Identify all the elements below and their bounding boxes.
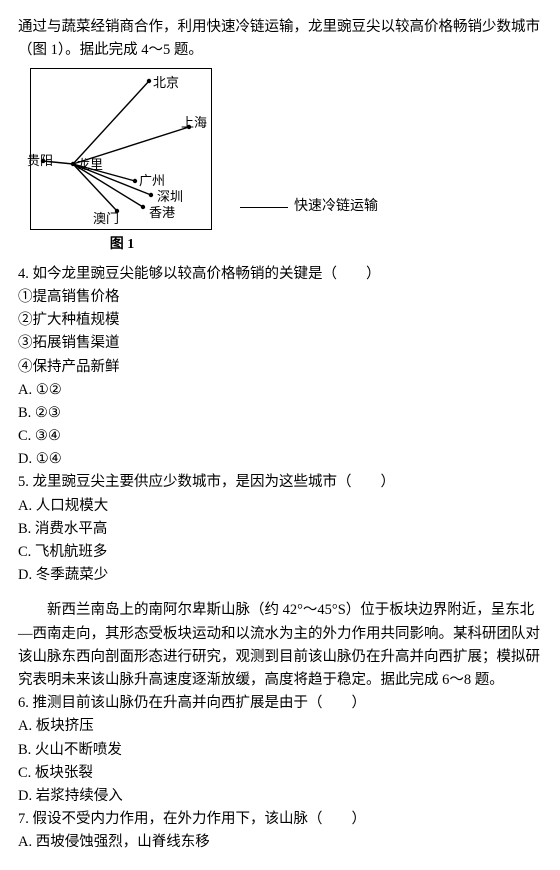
figure-legend: 快速冷链运输 [240,196,378,218]
q4-b: B. ②③ [18,402,542,425]
legend-label: 快速冷链运输 [294,196,378,218]
map-label-beijing: 北京 [153,73,179,94]
q6-a: A. 板块挤压 [18,715,542,738]
q4-opt3: ③拓展销售渠道 [18,332,542,355]
q6-c: C. 板块张裂 [18,762,542,785]
q5-d: D. 冬季蔬菜少 [18,564,542,587]
passage-2: 新西兰南岛上的南阿尔卑斯山脉（约 42°～45°S）位于板块边界附近，呈东北—西… [18,599,542,692]
figure-1-caption: 图 1 [30,234,214,256]
q4-stem: 4. 如今龙里豌豆尖能够以较高价格畅销的关键是（ ） [18,263,542,286]
figure-1-svg [31,69,211,229]
q4-d: D. ①④ [18,448,542,471]
map-label-longli: 龙里 [77,155,103,176]
intro-line2: （图 1）。据此完成 4～5 题。 [18,42,203,58]
q6-b: B. 火山不断喷发 [18,739,542,762]
passage-2-text: 新西兰南岛上的南阿尔卑斯山脉（约 42°～45°S）位于板块边界附近，呈东北—西… [18,599,542,692]
map-label-guiyang: 贵阳 [27,151,53,172]
q5-stem: 5. 龙里豌豆尖主要供应少数城市，是因为这些城市（ ） [18,471,542,494]
intro-line1: 通过与蔬菜经销商合作，利用快速冷链运输，龙里豌豆尖以较高价格畅销少数城市 [18,19,540,35]
figure-row: 贵阳龙里北京上海广州深圳香港澳门 快速冷链运输 [30,68,542,230]
map-label-shanghai: 上海 [181,113,207,134]
q6-d: D. 岩浆持续侵入 [18,785,542,808]
q6-stem: 6. 推测目前该山脉仍在升高并向西扩展是由于（ ） [18,692,542,715]
q4-opt4: ④保持产品新鲜 [18,356,542,379]
legend-line [240,207,288,208]
figure-1-box: 贵阳龙里北京上海广州深圳香港澳门 [30,68,212,230]
q7-a: A. 西坡侵蚀强烈，山脊线东移 [18,831,542,854]
q5-a: A. 人口规模大 [18,495,542,518]
q7-stem: 7. 假设不受内力作用，在外力作用下，该山脉（ ） [18,808,542,831]
q5-b: B. 消费水平高 [18,518,542,541]
intro-text: 通过与蔬菜经销商合作，利用快速冷链运输，龙里豌豆尖以较高价格畅销少数城市 （图 … [18,16,542,62]
q4-opt2: ②扩大种植规模 [18,309,542,332]
q4-a: A. ①② [18,379,542,402]
q4-opt1: ①提高销售价格 [18,286,542,309]
q5-c: C. 飞机航班多 [18,541,542,564]
map-label-aomen: 澳门 [93,209,119,230]
map-label-xianggang: 香港 [149,203,175,224]
q4-c: C. ③④ [18,425,542,448]
